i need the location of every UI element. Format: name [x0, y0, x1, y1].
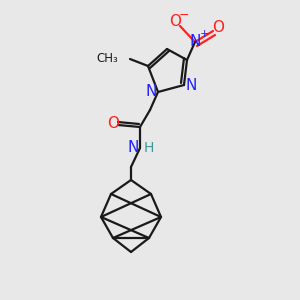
Text: N: N — [145, 85, 157, 100]
Text: O: O — [107, 116, 119, 131]
Text: +: + — [199, 29, 209, 39]
Text: CH₃: CH₃ — [96, 52, 118, 65]
Text: H: H — [144, 141, 154, 155]
Text: N: N — [127, 140, 139, 155]
Text: N: N — [189, 34, 201, 50]
Text: −: − — [179, 8, 189, 22]
Text: O: O — [212, 20, 224, 35]
Text: N: N — [185, 77, 197, 92]
Text: O: O — [169, 14, 181, 29]
